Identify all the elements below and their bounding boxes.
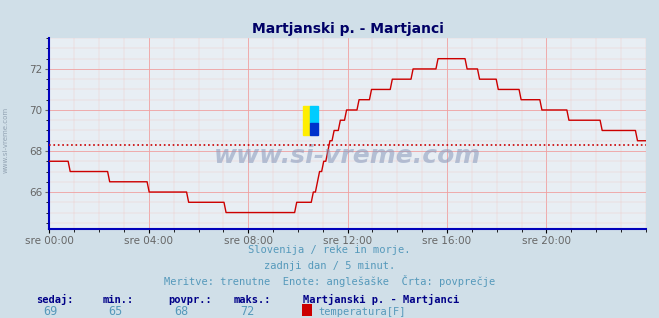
Title: Martjanski p. - Martjanci: Martjanski p. - Martjanci — [252, 22, 444, 36]
Bar — [303, 106, 310, 135]
Text: 72: 72 — [241, 305, 255, 318]
Text: 68: 68 — [175, 305, 189, 318]
Bar — [310, 106, 318, 123]
Text: www.si-vreme.com: www.si-vreme.com — [214, 144, 481, 169]
Text: zadnji dan / 5 minut.: zadnji dan / 5 minut. — [264, 261, 395, 271]
Text: povpr.:: povpr.: — [168, 295, 212, 305]
Text: sedaj:: sedaj: — [36, 294, 74, 305]
Text: 65: 65 — [109, 305, 123, 318]
Text: www.si-vreme.com: www.si-vreme.com — [2, 107, 9, 173]
Bar — [310, 123, 318, 135]
Text: 69: 69 — [43, 305, 57, 318]
Text: maks.:: maks.: — [234, 295, 272, 305]
Text: temperatura[F]: temperatura[F] — [318, 307, 406, 317]
Text: Martjanski p. - Martjanci: Martjanski p. - Martjanci — [303, 294, 459, 305]
Text: min.:: min.: — [102, 295, 133, 305]
Text: Slovenija / reke in morje.: Slovenija / reke in morje. — [248, 245, 411, 255]
Text: Meritve: trenutne  Enote: anglešaške  Črta: povprečje: Meritve: trenutne Enote: anglešaške Črta… — [164, 275, 495, 287]
